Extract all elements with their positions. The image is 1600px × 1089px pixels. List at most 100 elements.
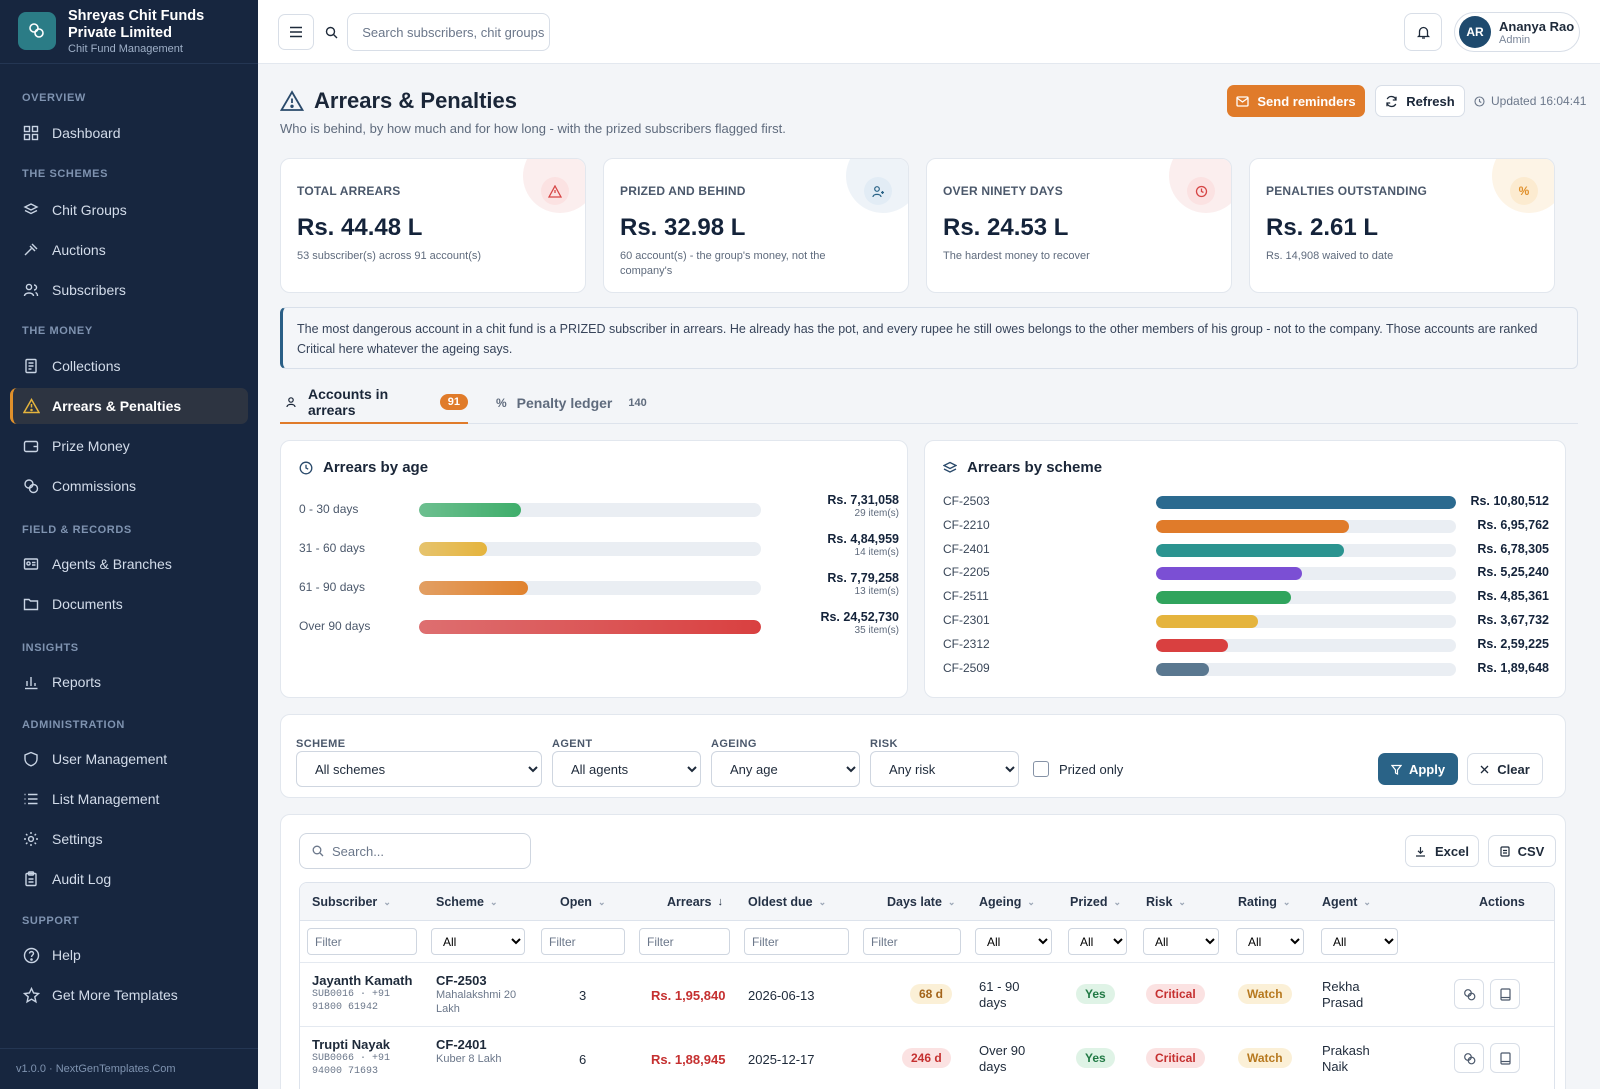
col-agent[interactable]: Agent ⌄ [1322, 895, 1371, 909]
scheme-value-label: Rs. 6,95,762 [1477, 517, 1549, 532]
scheme-select[interactable]: All schemes [296, 751, 542, 787]
nav-item-settings[interactable]: Settings [10, 821, 248, 857]
export-excel-button[interactable]: Excel [1405, 835, 1479, 867]
subscriber-cell: Trupti Nayak SUB0066 · +91 94000 71693 [312, 1037, 390, 1078]
nav-item-dashboard[interactable]: Dashboard [10, 115, 248, 151]
filter-subscriber[interactable] [307, 928, 417, 955]
ledger-button[interactable] [1454, 979, 1484, 1009]
notifications-button[interactable] [1404, 13, 1442, 51]
nav-item-agents[interactable]: Agents & Branches [10, 546, 248, 582]
users-icon [22, 281, 40, 299]
filter-rating[interactable]: All [1236, 928, 1304, 955]
col-scheme[interactable]: Scheme ⌄ [436, 895, 498, 909]
nav-item-reports[interactable]: Reports [10, 664, 248, 700]
scheme-code[interactable]: CF-2503 [436, 973, 487, 988]
nav-label: Dashboard [52, 125, 121, 141]
wallet-icon [22, 437, 40, 455]
kpi-label: TOTAL ARREARS [297, 184, 401, 198]
kpi-note: The hardest money to recover [943, 250, 1090, 262]
filter-agent[interactable]: All [1321, 928, 1398, 955]
prized-only-checkbox[interactable] [1033, 761, 1049, 777]
scheme-label: CF-2210 [943, 517, 990, 532]
col-oldest-due[interactable]: Oldest due ⌄ [748, 895, 826, 909]
nav-item-chit-groups[interactable]: Chit Groups [10, 192, 248, 228]
nav-item-list-management[interactable]: List Management [10, 781, 248, 817]
age-bar [419, 503, 521, 517]
scheme-label: CF-2509 [943, 660, 990, 675]
clear-button[interactable]: Clear [1467, 753, 1543, 785]
tab-accounts-in-arrears[interactable]: Accounts in arrears 91 [280, 382, 468, 424]
prized-only-toggle[interactable]: Prized only [1033, 761, 1123, 777]
tab-penalty-ledger[interactable]: % Penalty ledger 140 [496, 382, 647, 424]
export-csv-button[interactable]: CSV [1488, 835, 1556, 867]
kpi-note: 60 account(s) - the group's money, not t… [620, 250, 826, 277]
age-value-label: Rs. 24,52,730 [820, 610, 899, 624]
coins-icon [1463, 988, 1476, 1001]
age-bar-value: Rs. 7,79,258 13 item(s) [749, 571, 899, 597]
filter-arrears[interactable] [639, 928, 730, 955]
menu-toggle-button[interactable] [278, 14, 314, 50]
scheme-value-label: Rs. 3,67,732 [1477, 613, 1549, 627]
ageing-select[interactable]: Any age [711, 751, 860, 787]
agent-select[interactable]: All agents [552, 751, 701, 787]
notes-button[interactable] [1490, 1043, 1520, 1073]
nav-item-arrears[interactable]: Arrears & Penalties [10, 388, 248, 424]
kpi-label: OVER NINETY DAYS [943, 184, 1063, 198]
notes-button[interactable] [1490, 979, 1520, 1009]
filter-oldest-due[interactable] [744, 928, 849, 955]
kpi-penalties: % PENALTIES OUTSTANDING Rs. 2.61 L Rs. 1… [1249, 158, 1555, 293]
apply-button[interactable]: Apply [1378, 753, 1458, 785]
nav-item-collections[interactable]: Collections [10, 348, 248, 384]
send-reminders-button[interactable]: Send reminders [1227, 85, 1365, 117]
filter-open[interactable] [541, 928, 625, 955]
nav-item-auctions[interactable]: Auctions [10, 232, 248, 268]
user-menu[interactable]: AR Ananya Rao Admin [1454, 12, 1580, 52]
nav-item-commissions[interactable]: Commissions [10, 468, 248, 504]
nav-item-templates[interactable]: Get More Templates [10, 977, 248, 1013]
risk-badge: Critical [1146, 1048, 1205, 1068]
nav-label: User Management [52, 751, 168, 767]
col-open[interactable]: Open ⌄ [560, 895, 606, 909]
tab-count-badge: 140 [628, 397, 647, 409]
nav-item-audit-log[interactable]: Audit Log [10, 861, 248, 897]
col-label: Arrears [667, 895, 712, 909]
filter-scheme[interactable]: All [431, 928, 525, 955]
filter-ageing[interactable]: All [975, 928, 1052, 955]
col-prized[interactable]: Prized ⌄ [1070, 895, 1121, 909]
version-text: v1.0.0 · NextGenTemplates.Com [16, 1063, 176, 1075]
age-bar-row: Over 90 days Rs. 24,52,730 35 item(s) [299, 610, 899, 644]
subscriber-name[interactable]: Trupti Nayak [312, 1037, 391, 1052]
filter-days-late[interactable] [863, 928, 961, 955]
col-subscriber[interactable]: Subscriber ⌄ [312, 895, 391, 909]
subscriber-name[interactable]: Jayanth Kamath [312, 973, 413, 988]
star-icon [22, 986, 40, 1004]
scheme-code[interactable]: CF-2401 [436, 1037, 487, 1052]
col-arrears[interactable]: Arrears ↓ [667, 895, 723, 909]
scheme-value-label: Rs. 5,25,240 [1477, 565, 1549, 580]
col-ageing[interactable]: Ageing ⌄ [979, 895, 1035, 909]
nav-item-documents[interactable]: Documents [10, 586, 248, 622]
nav-item-help[interactable]: Help [10, 937, 248, 973]
ledger-button[interactable] [1454, 1043, 1484, 1073]
filter-prized[interactable]: All [1068, 928, 1127, 955]
risk-select[interactable]: Any risk [870, 751, 1019, 787]
arrears-amount: Rs. 1,88,945 [651, 1052, 726, 1067]
global-search-input[interactable] [347, 13, 550, 51]
nav-item-subscribers[interactable]: Subscribers [10, 272, 248, 308]
arrears-by-scheme-card: Arrears by scheme CF-2503 Rs. 10,80,512 CF… [924, 440, 1566, 698]
refresh-button[interactable]: Refresh [1375, 85, 1465, 117]
scheme-desc: Kuber 8 Lakh [436, 1053, 502, 1065]
col-rating[interactable]: Rating ⌄ [1238, 895, 1290, 909]
nav-item-prize-money[interactable]: Prize Money [10, 428, 248, 464]
col-risk[interactable]: Risk ⌄ [1146, 895, 1186, 909]
coins-icon [22, 477, 40, 495]
nav-item-user-management[interactable]: User Management [10, 741, 248, 777]
filter-risk[interactable]: All [1143, 928, 1219, 955]
last-updated-text: Updated 16:04:41 [1491, 94, 1587, 108]
table-search-input[interactable] [332, 843, 522, 859]
age-bar-value: Rs. 24,52,730 35 item(s) [749, 610, 899, 636]
nav-label: Agents & Branches [52, 556, 172, 572]
scheme-bar [1156, 567, 1302, 581]
col-days-late[interactable]: Days late ⌄ [887, 895, 955, 909]
age-bar-row: 0 - 30 days Rs. 7,31,058 29 item(s) [299, 493, 899, 527]
